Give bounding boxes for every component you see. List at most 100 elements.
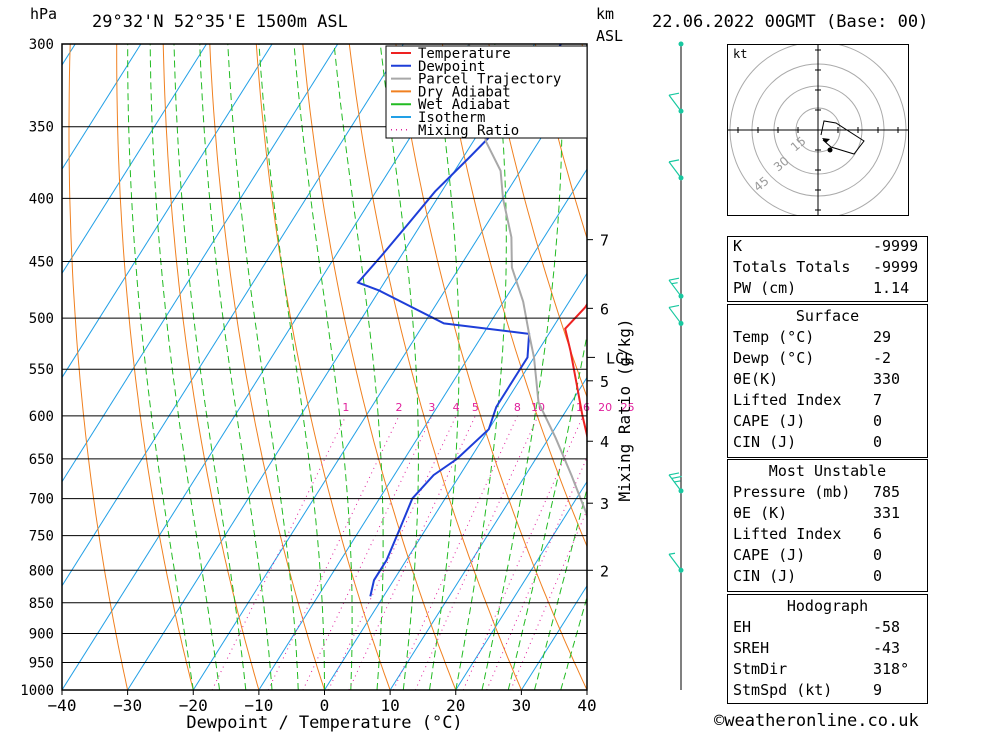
- mixing-ratio-line: [414, 415, 539, 690]
- mixing-ratio-line: [328, 415, 457, 690]
- isotherm-line: [62, 44, 404, 587]
- mixing-ratio-line: [211, 415, 347, 690]
- dry-adiabat-line: [395, 44, 587, 690]
- isotherm-line: [62, 44, 207, 275]
- dry-adiabat-line: [348, 44, 522, 690]
- legend-label: Dewpoint: [418, 59, 485, 75]
- legend-label: Temperature: [418, 46, 511, 62]
- hodo-value: 9: [873, 681, 883, 699]
- mixing-ratio-label: 1: [342, 401, 349, 414]
- index-row-pw: PW (cm) 1.14: [728, 279, 927, 300]
- mu-label: θE (K): [733, 504, 788, 522]
- hodo-row: StmSpd (kt) 9: [728, 681, 927, 702]
- pressure-tick-label: 950: [29, 655, 54, 671]
- mixing-ratio-label: 16: [576, 401, 590, 414]
- hodograph-stats-title: Hodograph: [786, 597, 869, 615]
- surface-value: 29: [873, 328, 892, 346]
- index-value: 1.14: [873, 279, 910, 297]
- mixing-ratio-line: [302, 415, 433, 690]
- surface-row: CIN (J) 0: [728, 433, 927, 454]
- x-tick-label: 0: [320, 696, 330, 715]
- km-tick-label: 5: [600, 373, 609, 391]
- x-tick-label: −10: [244, 696, 273, 715]
- wet-adiabat-line: [560, 595, 587, 690]
- pressure-tick-label: 700: [29, 492, 54, 508]
- mixing-ratio-label: 4: [453, 401, 460, 414]
- pressure-tick-label: 1000: [20, 683, 54, 699]
- hodo-label: StmDir: [733, 660, 788, 678]
- legend-label: Dry Adiabat: [418, 84, 511, 100]
- hodo-row: SREH -43: [728, 639, 927, 660]
- hodograph-unit-label: kt: [733, 47, 747, 61]
- wind-barb: [668, 279, 682, 297]
- mixing-ratio-label: 2: [396, 401, 403, 414]
- surface-label: Temp (°C): [733, 328, 815, 346]
- mixing-ratio-label: 25: [621, 401, 635, 414]
- wind-barb-half: [668, 552, 676, 555]
- surface-value: 330: [873, 370, 901, 388]
- legend-label: Isotherm: [418, 110, 485, 126]
- pressure-tick-label: 350: [29, 120, 54, 136]
- mu-row: Lifted Index 6: [728, 525, 927, 546]
- wind-barb: [668, 161, 682, 179]
- mu-value: 6: [873, 525, 883, 543]
- pressure-tick-label: 650: [29, 452, 54, 468]
- hodo-row: EH -58: [728, 618, 927, 639]
- mu-row: Pressure (mb) 785: [728, 483, 927, 504]
- mixing-ratio-label: 3: [428, 401, 435, 414]
- dry-adiabat-line: [488, 44, 587, 399]
- wet-adiabat-line: [173, 44, 247, 690]
- wet-adiabat-line: [293, 44, 353, 690]
- mu-value: 331: [873, 504, 901, 522]
- pressure-tick-label: 400: [29, 191, 54, 207]
- surface-row: Dewp (°C) -2: [728, 349, 927, 370]
- isotherm-line: [455, 480, 587, 690]
- index-label: Totals Totals: [733, 258, 851, 276]
- isotherm-line: [653, 44, 700, 690]
- wind-barb: [668, 474, 682, 492]
- pressure-tick-label: 550: [29, 362, 54, 378]
- index-value: -9999: [873, 237, 919, 255]
- most-unstable-title: Most Unstable: [768, 462, 887, 480]
- isotherm-line: [62, 44, 470, 690]
- skewt-chart: 1 2 3 4 5 8 10 16 20 25 3003504004505005506006507…: [20, 37, 700, 733]
- hodo-row: StmDir 318°: [728, 660, 927, 681]
- hodograph-panel: kt 15 30 45: [727, 41, 909, 219]
- hodograph-ring-label: 15: [788, 134, 809, 155]
- surface-value: 0: [873, 433, 883, 451]
- mixing-ratio-line: [510, 508, 587, 690]
- surface-title: Surface: [795, 307, 860, 325]
- wind-barb-flag: [668, 92, 680, 96]
- isotherm-line: [62, 44, 142, 171]
- km-unit-label: km: [596, 5, 615, 23]
- hodo-label: SREH: [733, 639, 770, 657]
- copyright-credit[interactable]: ©weatheronline.co.uk: [714, 711, 919, 731]
- mixing-ratio-line: [267, 415, 400, 690]
- wet-adiabat-line: [149, 44, 220, 690]
- wet-adiabat-line: [455, 44, 507, 690]
- wind-barb: [668, 94, 682, 112]
- mu-value: 785: [873, 483, 901, 501]
- plot-frame: [61, 43, 588, 691]
- mixing-ratio-label: 5: [472, 401, 479, 414]
- wind-barb-flag: [668, 159, 680, 163]
- mixing-ratio-label: 20: [598, 401, 612, 414]
- surface-value: 7: [873, 391, 883, 409]
- legend-label: Mixing Ratio: [418, 123, 519, 139]
- mu-row: CIN (J) 0: [728, 567, 927, 588]
- isotherm-line: [324, 272, 587, 690]
- mu-row: CAPE (J) 0: [728, 546, 927, 567]
- hodograph-ring-label: 45: [751, 174, 772, 195]
- wind-barb-half: [671, 282, 678, 285]
- mu-label: CIN (J): [733, 567, 797, 585]
- dry-adiabat-line: [68, 44, 129, 690]
- mixing-ratio-line: [393, 415, 518, 690]
- index-label: K: [733, 237, 743, 255]
- hodograph-ring-label: 30: [771, 154, 792, 175]
- pressure-tick-label: 450: [29, 255, 54, 271]
- wind-barb-flag: [671, 475, 682, 480]
- index-row-k: K -9999: [728, 237, 927, 258]
- storm-motion-marker: [822, 138, 830, 143]
- x-tick-label: −40: [48, 696, 77, 715]
- legend-label: Parcel Trajectory: [418, 72, 561, 88]
